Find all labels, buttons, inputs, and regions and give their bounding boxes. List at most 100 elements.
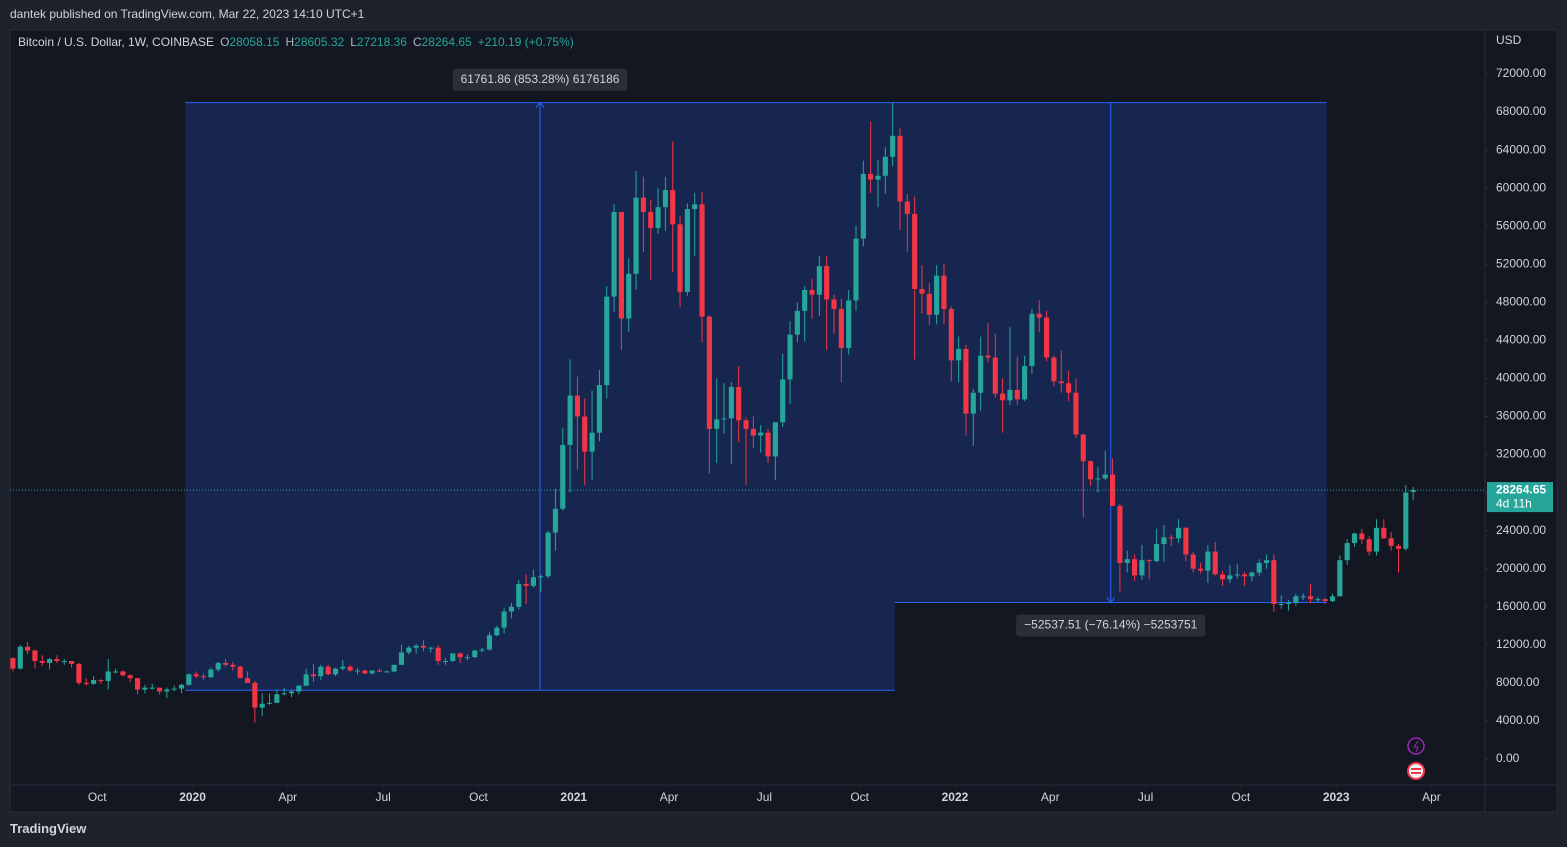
candle-body bbox=[567, 395, 573, 446]
symbol: Bitcoin / U.S. Dollar, 1W, COINBASE bbox=[18, 35, 215, 49]
candle-body bbox=[1014, 389, 1020, 400]
candle-body bbox=[230, 664, 236, 667]
candle-body bbox=[1022, 366, 1028, 400]
candle-body bbox=[105, 671, 111, 681]
candle-body bbox=[633, 197, 639, 274]
ohlc-key: O bbox=[220, 35, 230, 49]
ohlc-value: 27218.36 bbox=[356, 35, 407, 49]
candle-body bbox=[1322, 599, 1328, 602]
price-label-box bbox=[1487, 482, 1553, 513]
candle-body bbox=[831, 299, 837, 309]
y-tick-label: 20000.00 bbox=[1496, 561, 1546, 575]
candle-body bbox=[61, 661, 67, 663]
ohlc-key: C bbox=[412, 35, 422, 49]
candle-body bbox=[934, 275, 940, 315]
candle-body bbox=[1241, 574, 1248, 577]
candle-body bbox=[1036, 313, 1042, 318]
x-tick-label: 2020 bbox=[179, 790, 206, 804]
candle-body bbox=[1315, 599, 1321, 601]
ohlc-value: 28058.15 bbox=[229, 35, 280, 49]
candle-body bbox=[149, 687, 155, 689]
candle-body bbox=[582, 416, 588, 452]
candle-body bbox=[442, 661, 449, 663]
candle-body bbox=[1175, 527, 1182, 539]
candle-body bbox=[83, 682, 89, 684]
measure-label-box bbox=[452, 68, 628, 91]
change: +210.19 (+0.75%) bbox=[477, 35, 574, 49]
candle-body bbox=[1073, 392, 1079, 435]
measure-arrowhead bbox=[1106, 597, 1116, 604]
candle-body bbox=[970, 392, 976, 414]
event-icon[interactable] bbox=[1407, 762, 1425, 780]
candle-body bbox=[802, 289, 808, 311]
candle-body bbox=[1029, 313, 1035, 367]
candle-body bbox=[948, 308, 954, 361]
candle-body bbox=[1227, 575, 1233, 580]
candle-body bbox=[340, 666, 346, 669]
ohlc-key: L bbox=[350, 35, 357, 49]
candle-body bbox=[1359, 533, 1365, 540]
candle-body bbox=[1373, 527, 1380, 552]
candle-body bbox=[1066, 383, 1072, 393]
candle-body bbox=[193, 674, 199, 677]
candle-body bbox=[296, 685, 302, 692]
candle-body bbox=[853, 238, 859, 301]
footer: TradingView bbox=[10, 821, 87, 836]
candle-body bbox=[508, 606, 515, 612]
measure-arrowhead bbox=[535, 101, 545, 108]
attribution: dantek published on TradingView.com, Mar… bbox=[10, 7, 365, 21]
ohlc-value: 28605.32 bbox=[294, 35, 345, 49]
candle-body bbox=[398, 652, 405, 665]
candle-body bbox=[721, 418, 727, 420]
candle-body bbox=[134, 678, 141, 690]
candle-body bbox=[670, 190, 676, 225]
candle-body bbox=[780, 379, 786, 423]
candle-body bbox=[1044, 317, 1050, 358]
candle-body bbox=[252, 682, 258, 708]
price-label: 28264.65 bbox=[1496, 482, 1546, 496]
candle-body bbox=[1329, 596, 1336, 602]
candle-body bbox=[164, 689, 170, 692]
candle-body bbox=[318, 666, 324, 677]
y-tick-label: 40000.00 bbox=[1496, 371, 1546, 385]
x-tick-label: Jul bbox=[1138, 790, 1153, 804]
candle-body bbox=[200, 676, 207, 678]
candle-body bbox=[545, 532, 551, 577]
candle-body bbox=[310, 674, 317, 677]
candle-body bbox=[1139, 560, 1145, 576]
y-tick-label: 4000.00 bbox=[1496, 713, 1540, 727]
x-tick-label: Apr bbox=[1041, 790, 1060, 804]
candle-body bbox=[127, 675, 133, 679]
candle-body bbox=[648, 211, 654, 229]
candle-body bbox=[765, 432, 771, 457]
measure-label: −52537.51 (−76.14%) −5253751 bbox=[1016, 614, 1206, 637]
alert-icon[interactable] bbox=[1407, 737, 1425, 755]
candle-body bbox=[538, 576, 544, 578]
candle-body bbox=[354, 670, 361, 672]
candle-body bbox=[215, 662, 221, 670]
candle-body bbox=[1168, 537, 1174, 539]
candle-body bbox=[156, 687, 163, 692]
candle-body bbox=[413, 645, 419, 648]
candle-body bbox=[1212, 551, 1218, 575]
candle-body bbox=[824, 266, 830, 300]
candle-body bbox=[838, 308, 844, 348]
candle-body bbox=[1110, 474, 1116, 506]
candle-body bbox=[684, 209, 690, 292]
candle-body bbox=[897, 135, 903, 202]
measure-label-box bbox=[1016, 614, 1206, 637]
candle-body bbox=[846, 300, 852, 348]
candle-body bbox=[1051, 357, 1057, 382]
candle-body bbox=[882, 156, 888, 176]
candle-body bbox=[816, 266, 822, 295]
candle-body bbox=[186, 674, 192, 685]
y-tick-label: 56000.00 bbox=[1496, 218, 1546, 232]
candle-body bbox=[714, 419, 720, 429]
candle-body bbox=[919, 289, 925, 294]
y-tick-label: 68000.00 bbox=[1496, 104, 1546, 118]
candle-body bbox=[809, 289, 815, 295]
candle-body bbox=[1219, 574, 1226, 580]
x-tick-label: Oct bbox=[850, 790, 869, 804]
y-tick-label: 24000.00 bbox=[1496, 523, 1546, 537]
candle-body bbox=[1381, 527, 1387, 539]
